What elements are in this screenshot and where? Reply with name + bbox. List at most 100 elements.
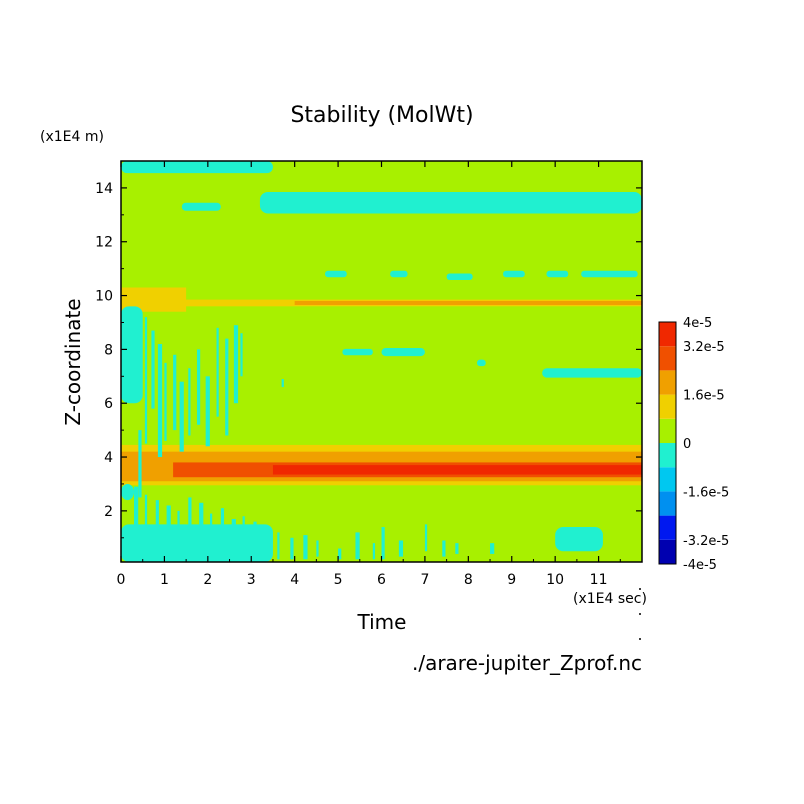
x-tick-label-10: 10 (546, 572, 564, 588)
x-tick-label-8: 8 (464, 572, 473, 588)
colorbar: 4e-5 3.2e-5 1.6e-5 0 -1.6e-5 -3.2e-5 -4e-5 (658, 316, 729, 573)
contour-region-15 (121, 483, 135, 501)
contour-region-12 (542, 368, 642, 378)
heatmap-plot-area (121, 161, 642, 562)
streak-39 (281, 378, 284, 388)
contour-region-8 (181, 202, 221, 211)
x-tick-label-4: 4 (290, 572, 299, 588)
streak-14 (134, 486, 139, 560)
streak-7 (196, 349, 201, 425)
colorbar-frame (658, 321, 677, 565)
colorbar-label-0: 4e-5 (683, 316, 712, 331)
colorbar-swatch-2 (659, 491, 676, 516)
streak-6 (188, 368, 191, 436)
contour-region-13 (121, 306, 143, 404)
y-tick-label-0: 2 (104, 504, 113, 520)
colorbar-label-1: 3.2e-5 (683, 340, 725, 355)
y-tick-label-1: 4 (104, 450, 113, 466)
streak-35 (398, 540, 404, 557)
dash-4 (546, 270, 569, 278)
streak-19 (188, 497, 192, 560)
y-unit-label: (x1E4 m) (40, 129, 104, 145)
streak-13 (138, 430, 142, 498)
contour-region-3 (272, 465, 642, 475)
dash-6 (342, 348, 373, 356)
streak-8 (205, 376, 210, 447)
heatmap-background (121, 161, 642, 562)
streak-16 (155, 500, 159, 560)
colorbar-swatch-4 (659, 443, 676, 468)
x-tick-label-5: 5 (334, 572, 343, 588)
colorbar-swatch-9 (659, 322, 676, 347)
chart-title: Stability (MolWt) (290, 103, 473, 128)
x-unit-label: (x1E4 sec) (573, 591, 647, 607)
streak-15 (144, 494, 148, 560)
streak-24 (242, 516, 245, 560)
y-tick-label-5: 12 (95, 235, 113, 251)
streak-12 (240, 333, 243, 377)
source-file-label: ./arare-jupiter_Zprof.nc (412, 651, 642, 675)
colorbar-swatch-7 (659, 370, 676, 395)
y-tick-label-3: 8 (104, 342, 113, 358)
colorbar-swatch-8 (659, 346, 676, 371)
streak-2 (157, 344, 163, 458)
x-tick-label-7: 7 (420, 572, 429, 588)
streak-20 (199, 502, 204, 560)
streak-25 (253, 521, 257, 560)
x-tick-label-9: 9 (507, 572, 516, 588)
dash-3 (503, 270, 525, 278)
streak-11 (233, 325, 239, 404)
colorbar-swatch-0 (659, 539, 676, 564)
dash-7 (477, 359, 486, 367)
x-tick-label-6: 6 (377, 572, 386, 588)
colorbar-swatch-5 (659, 418, 676, 443)
streak-27 (277, 532, 280, 560)
colorbar-swatch-1 (659, 515, 676, 540)
streak-31 (338, 548, 342, 560)
colorbar-label-6: -4e-5 (683, 558, 717, 573)
x-tick-label-1: 1 (160, 572, 169, 588)
streak-23 (231, 518, 236, 560)
x-axis-label: Time (357, 610, 407, 634)
streak-9 (216, 327, 219, 417)
streak-30 (316, 540, 319, 557)
streak-10 (225, 338, 229, 436)
contour-region-11 (381, 348, 425, 357)
streak-4 (173, 354, 177, 431)
x-tick-label-2: 2 (203, 572, 212, 588)
contour-region-6 (294, 300, 642, 305)
colorbar-label-3: 0 (683, 437, 691, 452)
streak-3 (164, 362, 167, 441)
streak-18 (177, 510, 180, 560)
streak-1 (151, 330, 155, 409)
colorbar-label-4: -1.6e-5 (683, 485, 729, 500)
x-tick-label-11: 11 (590, 572, 608, 588)
streak-40 (455, 543, 459, 554)
streak-34 (381, 527, 385, 560)
colorbar-swatch-6 (659, 394, 676, 419)
contour-region-14 (121, 524, 273, 562)
streak-0 (144, 317, 148, 444)
x-tick-label-3: 3 (247, 572, 256, 588)
streak-38 (490, 543, 495, 554)
colorbar-label-5: -3.2e-5 (683, 534, 729, 549)
y-tick-label-2: 6 (104, 396, 113, 412)
streak-33 (372, 543, 376, 560)
streak-21 (210, 513, 213, 560)
dash-2 (446, 273, 473, 280)
y-axis-label: Z-coordinate (61, 298, 85, 425)
contour-region-10 (555, 527, 603, 552)
streak-37 (442, 540, 446, 557)
y-tick-label-6: 14 (95, 181, 113, 197)
streak-22 (220, 508, 225, 560)
contour-region-7 (259, 191, 642, 214)
x-tick-label-0: 0 (117, 572, 126, 588)
contour-region-9 (121, 161, 273, 174)
dash-1 (390, 270, 408, 278)
dash-5 (581, 270, 638, 278)
colorbar-swatch-3 (659, 467, 676, 492)
streak-5 (179, 381, 184, 452)
streak-36 (424, 524, 428, 552)
streak-32 (355, 532, 360, 560)
